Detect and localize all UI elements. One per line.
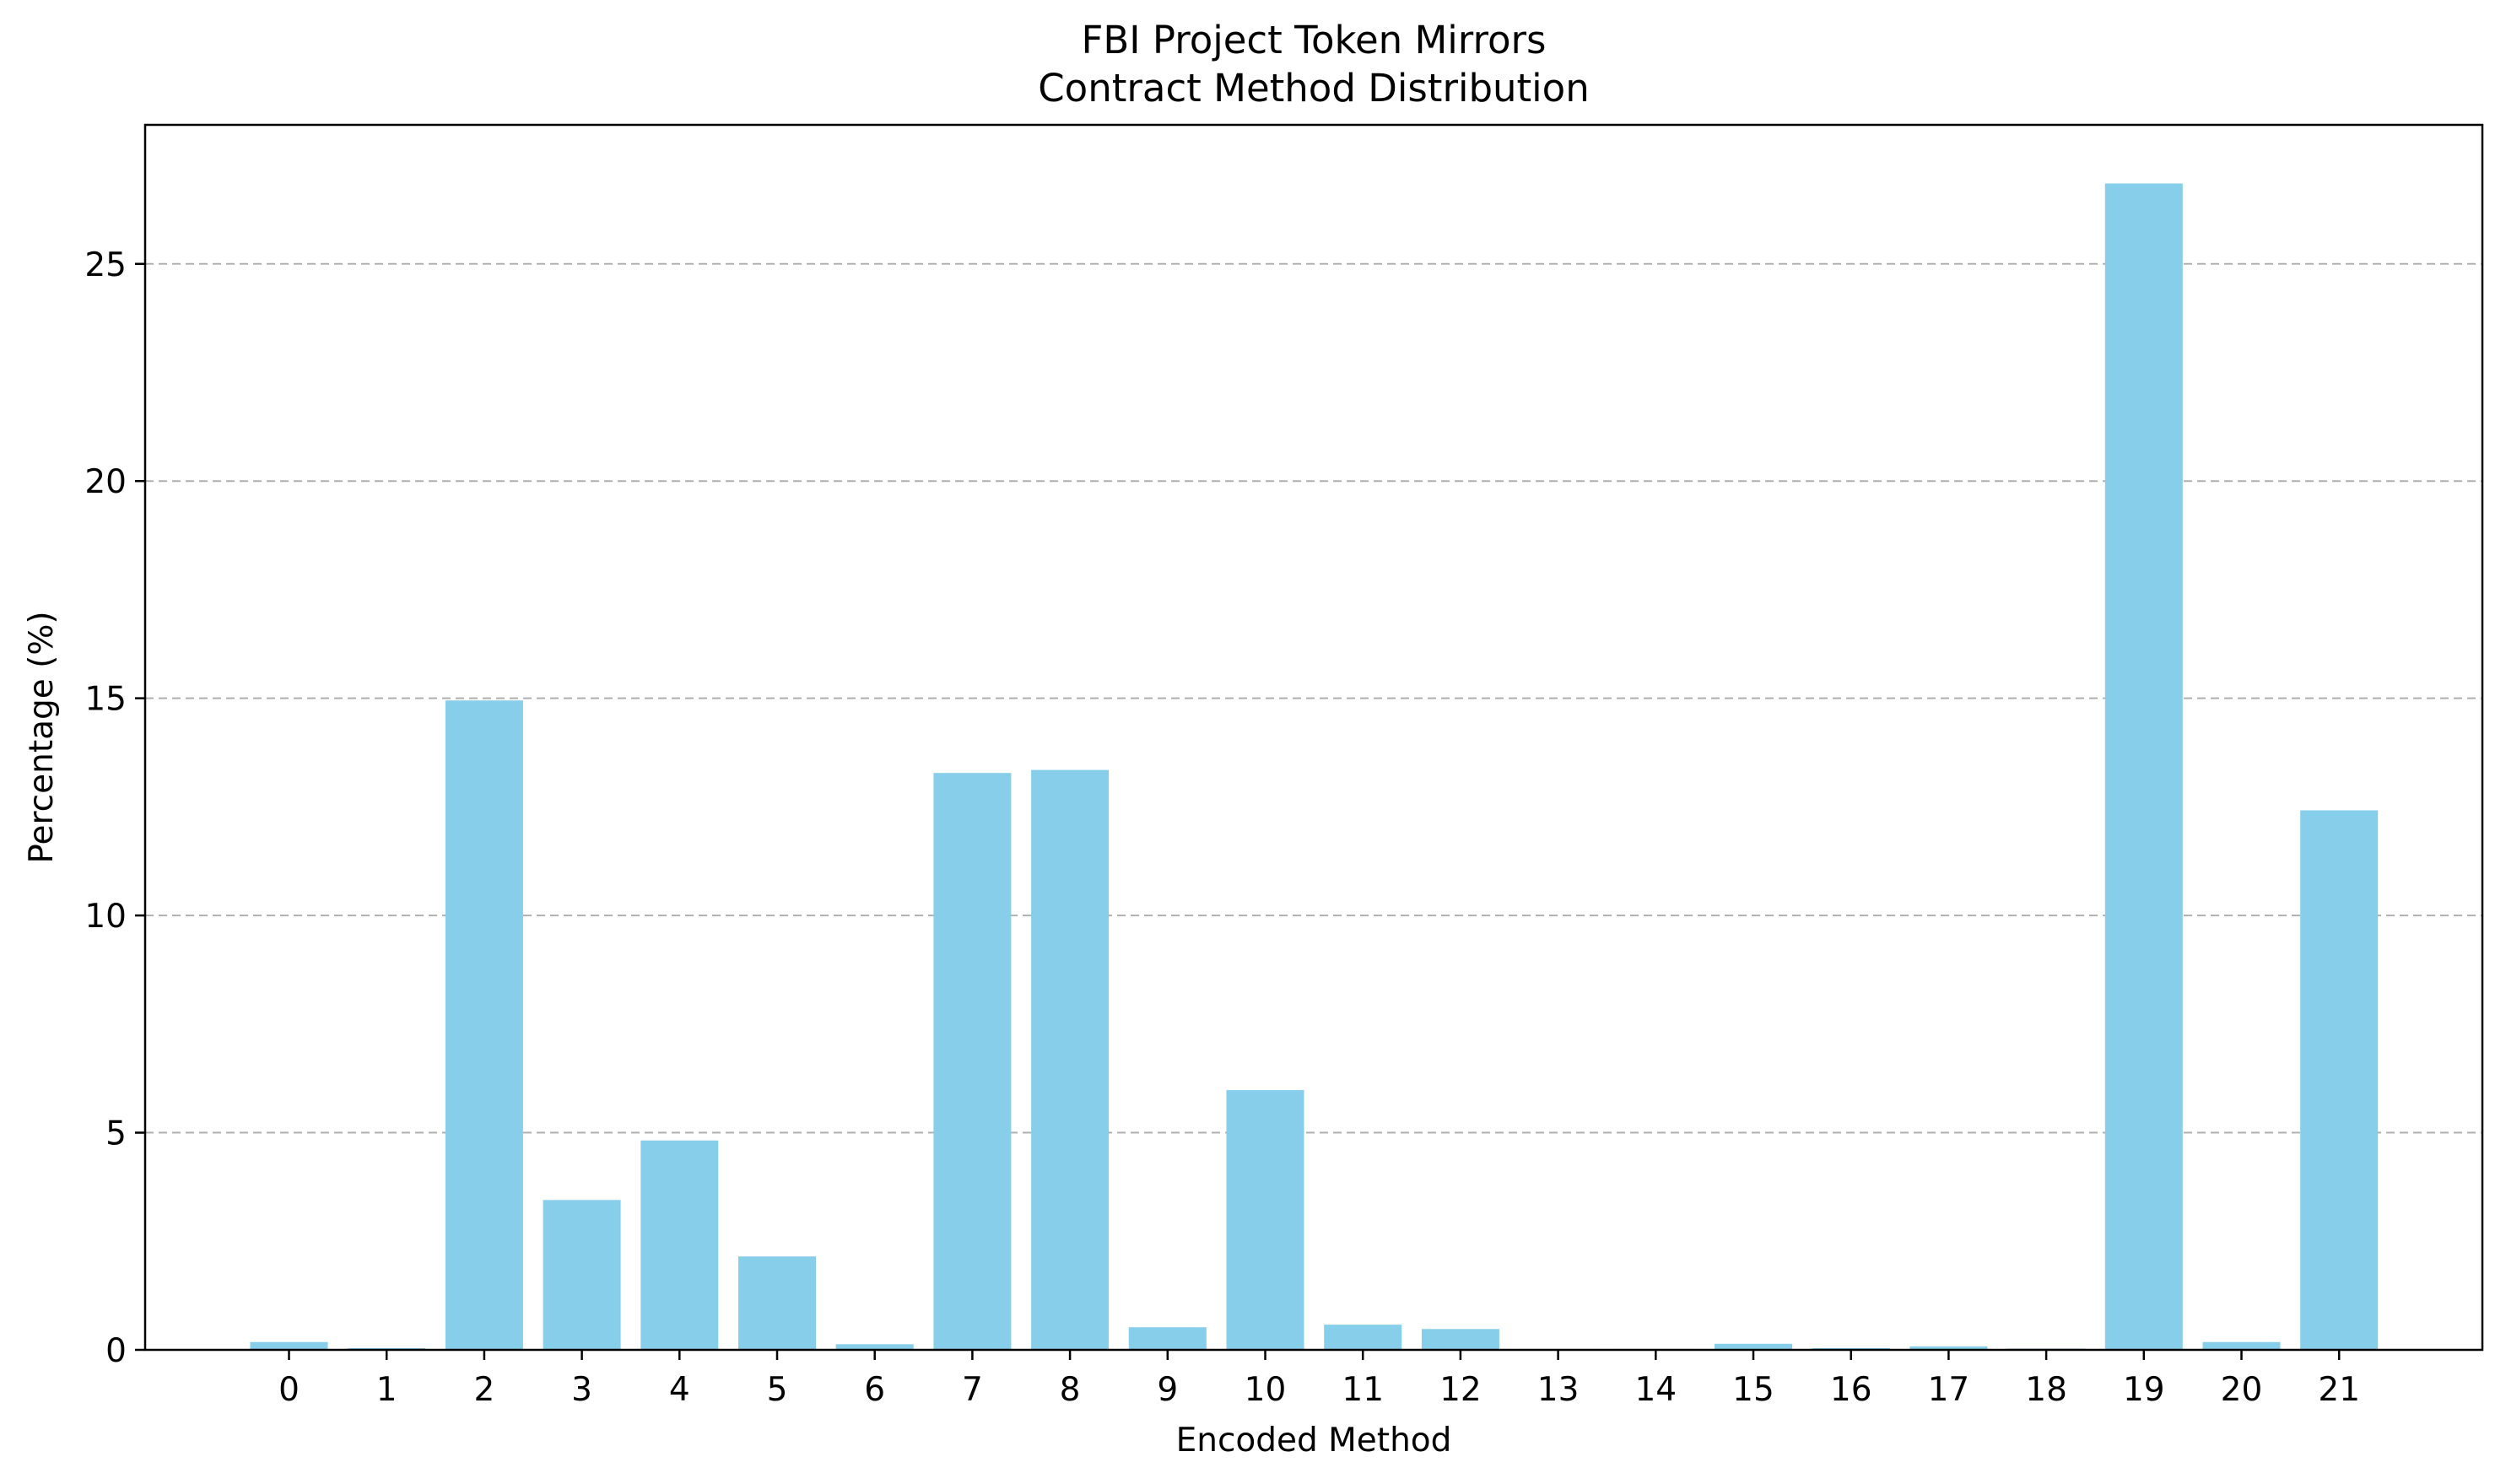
y-tick-label: 15 — [84, 681, 127, 719]
x-tick-label: 12 — [1439, 1371, 1482, 1409]
bar-5 — [738, 1256, 816, 1350]
x-tick-label: 6 — [864, 1371, 885, 1409]
y-gridlines — [145, 262, 2482, 1134]
x-tick-label: 5 — [767, 1371, 788, 1409]
x-tick-label: 11 — [1342, 1371, 1384, 1409]
bar-7 — [933, 773, 1012, 1350]
y-tick-label: 20 — [84, 463, 127, 501]
bars-group — [250, 183, 2379, 1351]
x-tick-label: 14 — [1634, 1371, 1677, 1409]
chart-title-line2: Contract Method Distribution — [1038, 66, 1590, 111]
x-tick-label: 16 — [1830, 1371, 1872, 1409]
x-tick-label: 0 — [278, 1371, 300, 1409]
x-tick-label: 19 — [2123, 1371, 2165, 1409]
bar-2 — [445, 700, 523, 1350]
bar-12 — [1421, 1329, 1499, 1350]
x-tick-label: 9 — [1157, 1371, 1178, 1409]
bar-21 — [2300, 810, 2379, 1350]
bar-4 — [640, 1140, 719, 1350]
bar-6 — [835, 1344, 914, 1350]
bar-11 — [1324, 1325, 1402, 1350]
x-tick-label: 13 — [1537, 1371, 1580, 1409]
x-tick-label: 7 — [962, 1371, 983, 1409]
x-tick-label: 15 — [1732, 1371, 1774, 1409]
x-tick-label: 17 — [1928, 1371, 1970, 1409]
bar-15 — [1715, 1343, 1792, 1350]
x-tick-label: 3 — [571, 1371, 592, 1409]
chart-title: FBI Project Token Mirrors Contract Metho… — [1038, 18, 1590, 111]
bar-0 — [250, 1341, 328, 1350]
x-tick-label: 2 — [473, 1371, 494, 1409]
x-tick-label: 21 — [2318, 1371, 2360, 1409]
chart-title-line1: FBI Project Token Mirrors — [1082, 18, 1547, 62]
x-tick-label: 10 — [1245, 1371, 1287, 1409]
bar-9 — [1128, 1327, 1207, 1350]
bar-3 — [543, 1200, 621, 1350]
y-tick-label: 5 — [105, 1115, 127, 1153]
y-axis-ticks: 0 5 10 15 20 25 — [84, 246, 145, 1370]
bar-10 — [1226, 1090, 1304, 1350]
y-tick-label: 0 — [105, 1332, 127, 1370]
x-tick-label: 20 — [2221, 1371, 2263, 1409]
x-axis-label: Encoded Method — [1176, 1422, 1452, 1460]
bar-19 — [2104, 183, 2183, 1351]
y-axis-label: Percentage (%) — [23, 611, 61, 863]
x-tick-label: 8 — [1060, 1371, 1081, 1409]
bar-17 — [1909, 1346, 1988, 1350]
x-axis-ticks: 0 1 2 3 4 5 6 7 8 9 10 11 12 13 14 15 16 17 18 19 20 21 — [278, 1350, 2360, 1409]
x-tick-label: 1 — [376, 1371, 397, 1409]
y-tick-label: 25 — [84, 246, 127, 284]
bar-20 — [2202, 1341, 2281, 1350]
x-tick-label: 18 — [2025, 1371, 2067, 1409]
bar-8 — [1031, 769, 1110, 1350]
plot-area-frame — [143, 123, 2484, 1352]
x-tick-label: 4 — [669, 1371, 690, 1409]
y-tick-label: 10 — [84, 898, 127, 936]
